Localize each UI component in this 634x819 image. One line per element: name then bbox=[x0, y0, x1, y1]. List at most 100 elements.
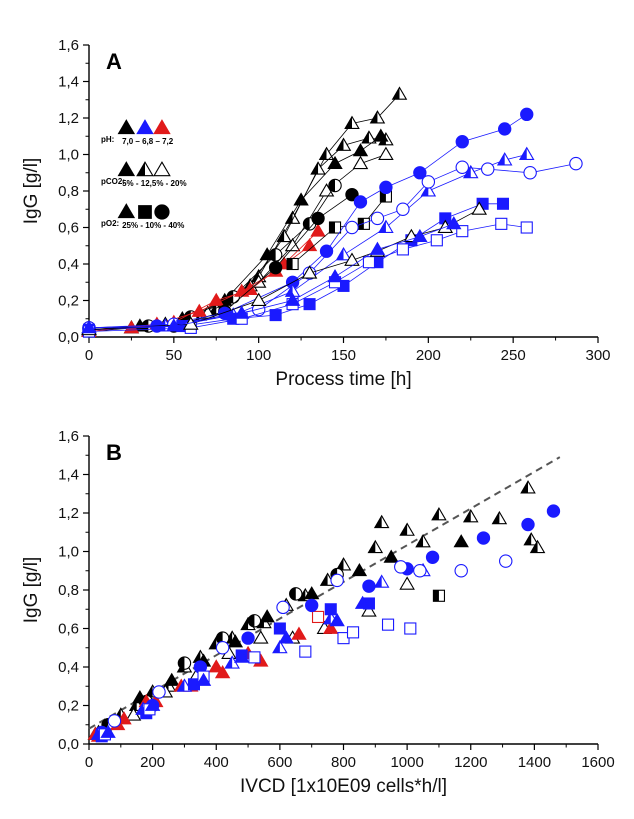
series-12 bbox=[107, 554, 513, 728]
data-point bbox=[107, 714, 122, 728]
data-point bbox=[335, 137, 352, 151]
data-point bbox=[319, 244, 334, 258]
data-point bbox=[369, 110, 386, 124]
x-tick-label: 150 bbox=[331, 347, 356, 364]
data-point bbox=[373, 514, 390, 529]
data-point bbox=[413, 166, 427, 180]
legend-symbol bbox=[136, 119, 154, 135]
legend-symbol bbox=[117, 119, 136, 135]
data-point bbox=[191, 303, 207, 317]
data-point bbox=[273, 622, 286, 635]
y-tick-label: 1,2 bbox=[58, 505, 79, 522]
data-point bbox=[311, 610, 325, 624]
y-tick-label: 0,0 bbox=[58, 329, 79, 346]
legend-row-text: 5% - 12,5% - 20% bbox=[122, 179, 186, 188]
data-point bbox=[520, 221, 533, 234]
data-point bbox=[286, 257, 299, 271]
legend-row-text: 7,0 – 6,8 – 7,2 bbox=[122, 137, 174, 146]
data-point bbox=[310, 161, 326, 175]
y-tick-label: 1,6 bbox=[58, 37, 79, 54]
data-point bbox=[446, 216, 462, 230]
data-point bbox=[324, 603, 337, 616]
data-point bbox=[412, 228, 428, 243]
data-point bbox=[284, 237, 301, 252]
data-point bbox=[362, 579, 376, 593]
y-tick-label: 0,4 bbox=[58, 256, 79, 273]
data-point bbox=[227, 634, 244, 648]
data-point bbox=[413, 564, 427, 578]
data-point bbox=[361, 603, 377, 617]
data-point bbox=[247, 614, 262, 628]
legend: pH: 7,0 – 6,8 – 7,2 pCO2:5% - 12,5% - 20% p… bbox=[101, 119, 187, 230]
data-point bbox=[310, 223, 326, 237]
data-point bbox=[379, 180, 393, 195]
data-point bbox=[521, 517, 535, 532]
data-point bbox=[303, 298, 316, 311]
data-point bbox=[311, 211, 325, 226]
x-tick-label: 1400 bbox=[518, 754, 551, 771]
data-point bbox=[520, 107, 534, 122]
data-point bbox=[335, 557, 352, 571]
data-point bbox=[396, 202, 410, 216]
data-point bbox=[299, 645, 312, 658]
data-point bbox=[234, 305, 250, 319]
data-point bbox=[81, 320, 97, 334]
data-point bbox=[495, 217, 508, 230]
data-point bbox=[250, 292, 267, 306]
legend-row-label: pCO2: bbox=[101, 177, 125, 186]
data-point bbox=[351, 562, 368, 577]
x-tick-label: 50 bbox=[165, 347, 182, 364]
series-line bbox=[88, 223, 454, 329]
data-point bbox=[425, 550, 440, 564]
data-point bbox=[462, 164, 479, 179]
data-point bbox=[498, 122, 512, 136]
data-point bbox=[152, 685, 166, 699]
legend-row-label: pO2: bbox=[101, 219, 119, 228]
data-point bbox=[164, 672, 180, 686]
data-point bbox=[234, 649, 250, 663]
x-tick-label: 1000 bbox=[390, 754, 423, 771]
data-point bbox=[381, 618, 395, 631]
data-point bbox=[301, 237, 318, 252]
x-tick-label: 400 bbox=[204, 754, 229, 771]
data-point bbox=[302, 217, 317, 231]
data-point bbox=[420, 183, 437, 197]
data-point bbox=[357, 217, 370, 230]
data-point bbox=[431, 507, 447, 521]
data-point bbox=[176, 678, 193, 692]
legend-row-label: pH: bbox=[101, 135, 114, 144]
y-tick-label: 0,6 bbox=[58, 220, 79, 237]
data-point bbox=[327, 155, 343, 170]
data-point bbox=[476, 531, 491, 545]
data-point bbox=[208, 292, 224, 306]
y-tick-label: 0,0 bbox=[58, 736, 79, 753]
data-point bbox=[499, 554, 513, 568]
data-point bbox=[272, 639, 288, 654]
x-tick-label: 0 bbox=[85, 347, 93, 364]
legend-row-text: 25% - 10% - 40% bbox=[122, 221, 184, 230]
data-point bbox=[301, 265, 318, 279]
y-tick-label: 1,4 bbox=[58, 467, 79, 484]
data-point bbox=[328, 221, 342, 234]
data-point bbox=[259, 609, 275, 623]
data-point bbox=[399, 522, 415, 536]
x-tick-label: 1200 bbox=[454, 754, 487, 771]
data-point bbox=[330, 573, 344, 588]
legend-symbol bbox=[153, 119, 171, 135]
data-point bbox=[404, 622, 417, 635]
data-point bbox=[491, 510, 508, 525]
data-point bbox=[289, 587, 303, 601]
data-point bbox=[370, 211, 385, 226]
data-point bbox=[327, 268, 343, 283]
data-point bbox=[396, 243, 409, 256]
y-axis-label: IgG [g/l] bbox=[21, 557, 42, 624]
data-point bbox=[369, 241, 386, 255]
data-point bbox=[523, 166, 537, 180]
legend-symbol bbox=[138, 205, 152, 219]
data-point bbox=[462, 508, 479, 523]
data-point bbox=[352, 143, 369, 157]
data-point bbox=[345, 187, 359, 202]
data-point bbox=[455, 135, 469, 149]
x-axis-label: Process time [h] bbox=[275, 369, 411, 390]
data-point bbox=[373, 128, 389, 142]
